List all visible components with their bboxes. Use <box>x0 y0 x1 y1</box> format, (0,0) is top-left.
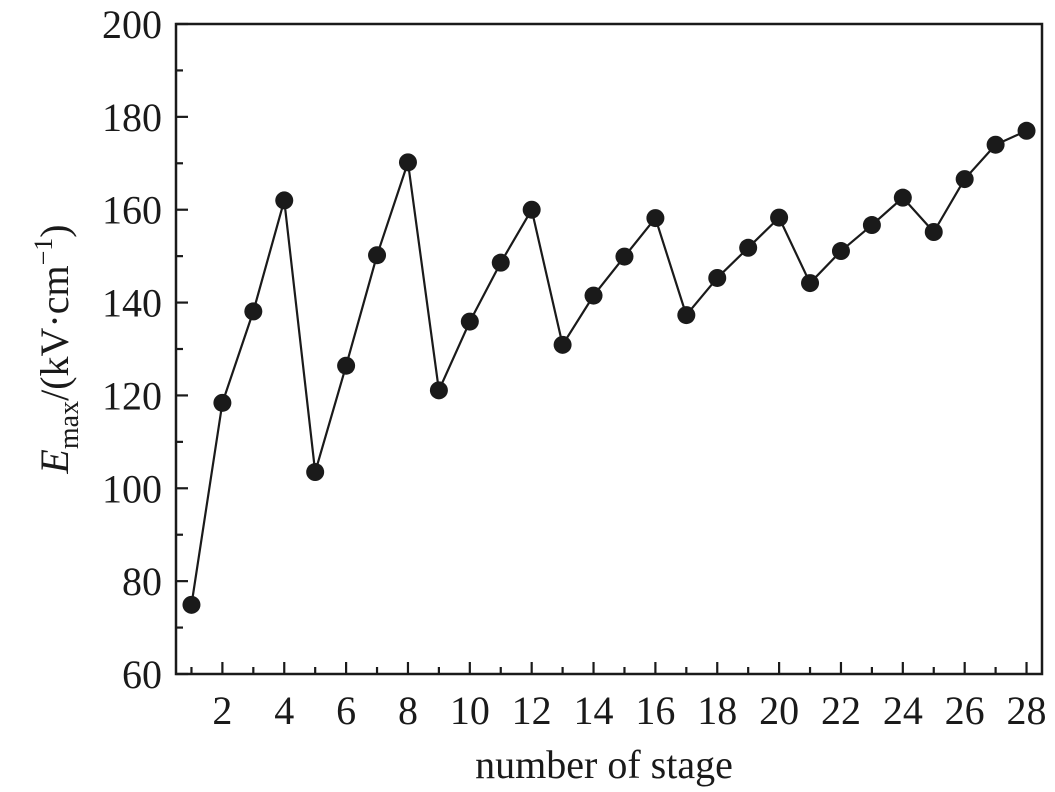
y-axis-title-unit: /(kV·cm <box>32 265 77 401</box>
data-point <box>862 216 881 235</box>
data-point <box>337 356 356 375</box>
y-axis-title-subscript: max <box>54 401 85 449</box>
series-line <box>190 129 1027 605</box>
x-tick-label: 16 <box>635 688 675 733</box>
data-point <box>429 381 448 400</box>
x-axis-title: number of stage <box>475 742 733 787</box>
data-point <box>955 170 974 189</box>
x-tick-label: 8 <box>398 688 418 733</box>
data-point <box>739 238 758 257</box>
x-tick-label: 22 <box>821 688 861 733</box>
data-point <box>770 208 789 227</box>
y-tick-label: 180 <box>102 95 162 140</box>
y-tick-label: 140 <box>102 281 162 326</box>
y-axis-ticks <box>176 22 188 676</box>
y-tick-label: 200 <box>102 2 162 47</box>
y-axis-title-symbol: E <box>32 449 77 474</box>
y-tick-label: 160 <box>102 188 162 233</box>
data-point <box>244 302 263 321</box>
data-point <box>708 268 727 287</box>
x-tick-label: 24 <box>883 688 923 733</box>
data-point <box>491 253 510 272</box>
x-axis-tick-labels: 2 4 6 8 10 12 14 16 18 20 22 24 26 28 <box>212 688 1046 733</box>
data-point <box>646 209 665 228</box>
y-axis-title: Emax/(kV·cm−1) <box>29 224 85 474</box>
y-tick-label: 120 <box>102 373 162 418</box>
data-point <box>831 242 850 261</box>
data-point <box>306 463 325 482</box>
data-point <box>213 393 232 412</box>
plot-border <box>174 22 1044 676</box>
x-tick-label: 10 <box>450 688 490 733</box>
y-axis-tick-labels: 60 80 100 120 140 160 180 200 <box>102 2 162 697</box>
data-point <box>986 135 1005 154</box>
x-tick-label: 26 <box>945 688 985 733</box>
y-tick-label: 60 <box>122 652 162 697</box>
plot-frame <box>174 22 1044 676</box>
x-tick-label: 28 <box>1007 688 1047 733</box>
x-tick-label: 2 <box>212 688 232 733</box>
y-axis-title-exponent: −1 <box>29 238 58 266</box>
data-point <box>522 200 541 219</box>
x-tick-label: 14 <box>574 688 614 733</box>
x-tick-label: 4 <box>274 688 294 733</box>
data-point <box>677 306 696 325</box>
data-point <box>275 191 294 210</box>
data-point <box>398 153 417 172</box>
data-point <box>1017 121 1036 140</box>
data-point <box>460 312 479 331</box>
y-axis-title-unit-close: ) <box>32 224 77 237</box>
series-group <box>182 121 1036 614</box>
data-point <box>924 223 943 241</box>
data-point <box>368 246 387 265</box>
x-axis-ticks <box>190 662 1028 674</box>
y-tick-label: 80 <box>122 559 162 604</box>
x-tick-label: 6 <box>336 688 356 733</box>
data-point <box>801 274 820 293</box>
data-point <box>584 286 603 305</box>
x-tick-label: 12 <box>512 688 552 733</box>
data-point <box>182 595 201 614</box>
x-tick-label: 18 <box>697 688 737 733</box>
y-tick-label: 100 <box>102 466 162 511</box>
data-point <box>893 188 912 207</box>
data-point <box>615 247 634 266</box>
data-point <box>553 335 572 354</box>
x-tick-label: 20 <box>759 688 799 733</box>
